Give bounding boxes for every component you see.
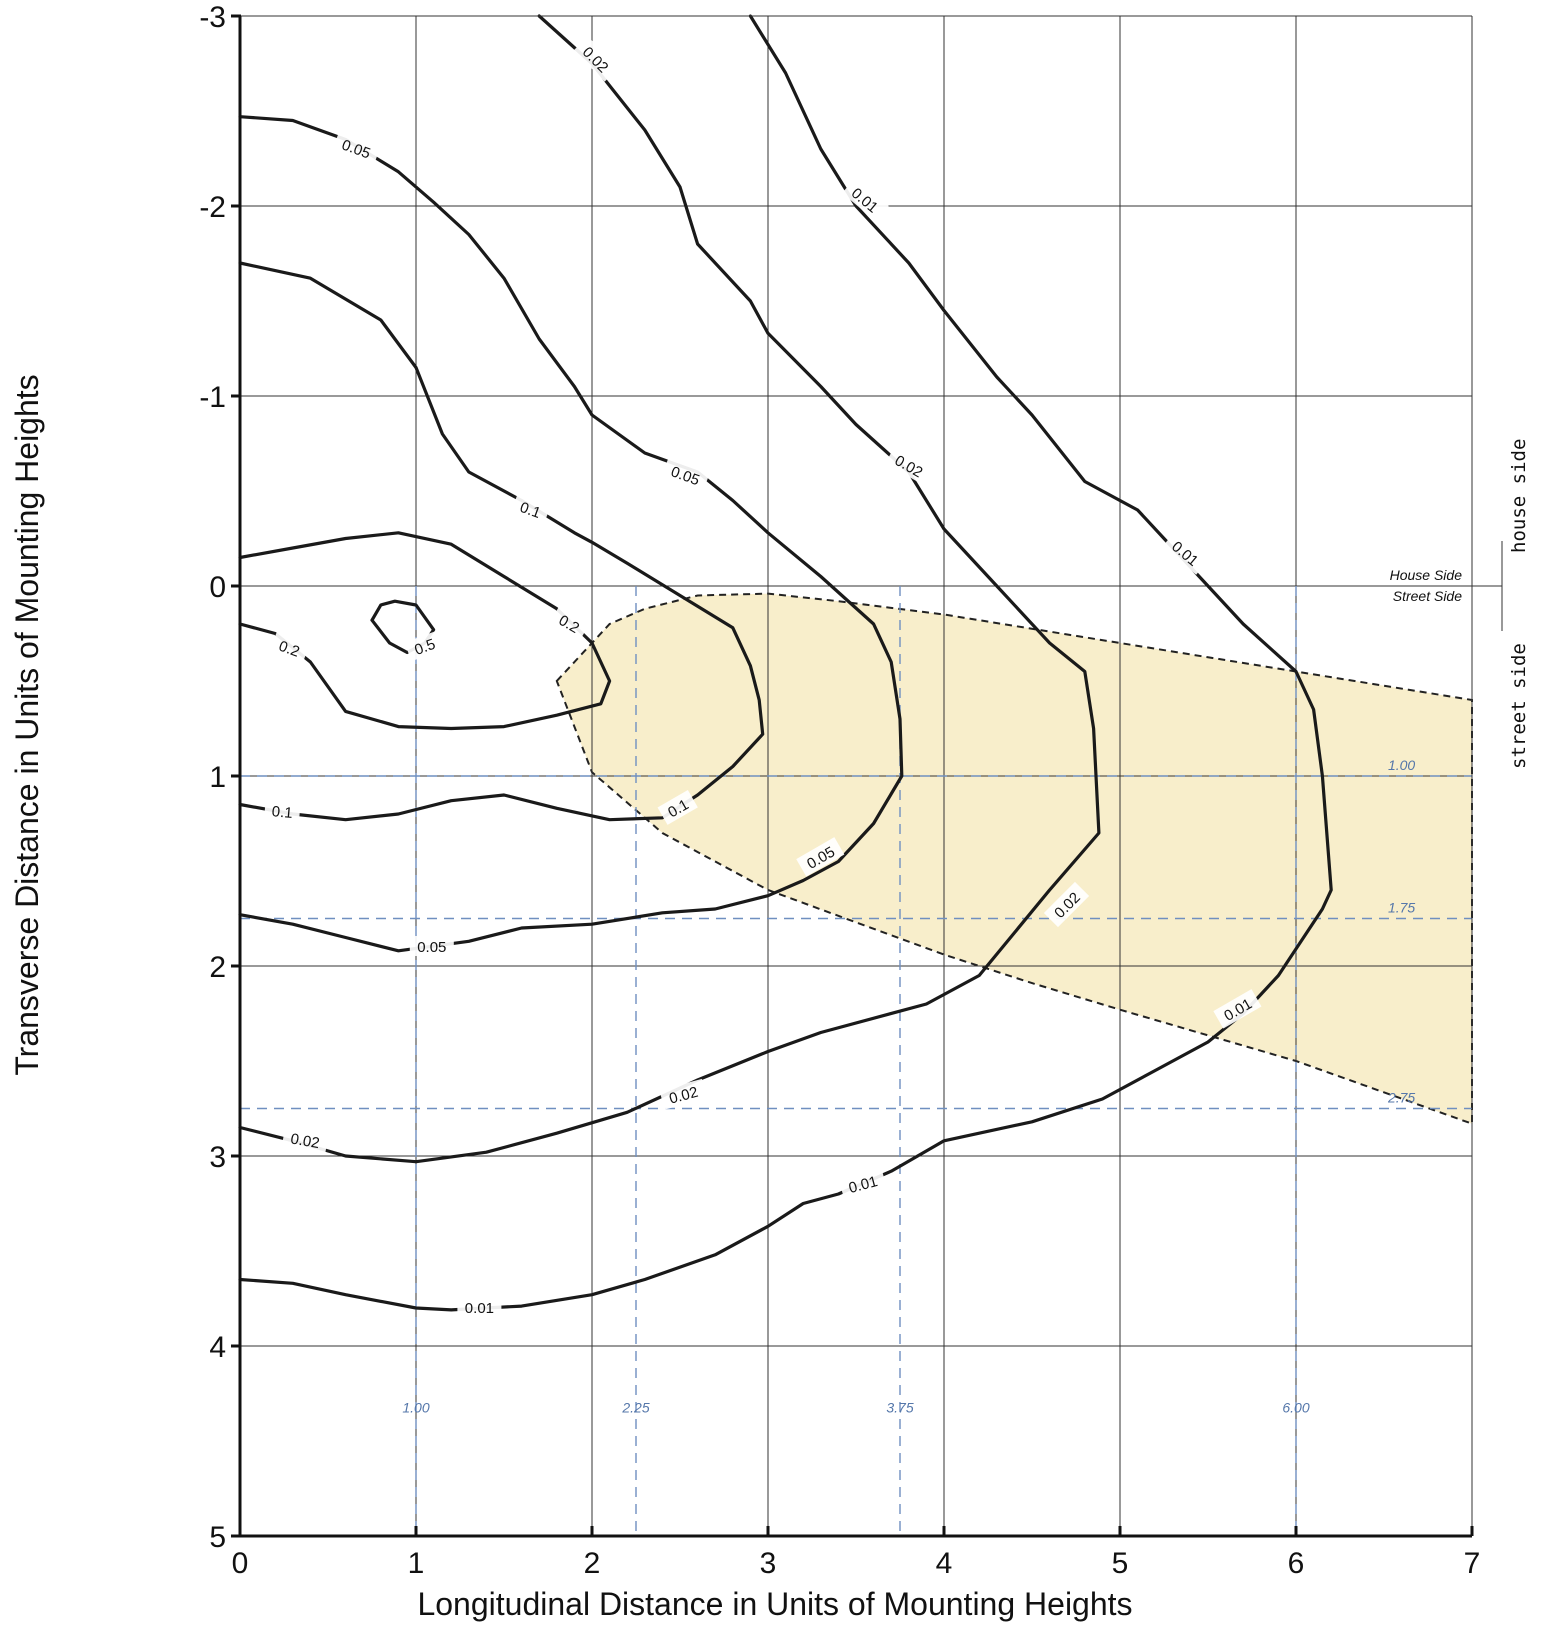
y-axis-title: Transverse Distance in Units of Mounting… xyxy=(9,374,45,1075)
contour-line xyxy=(370,599,436,655)
contour-label: 0.1 xyxy=(518,499,543,522)
contour-label: 0.05 xyxy=(339,136,372,162)
contour-label-background xyxy=(404,630,445,662)
contour-label: 0.1 xyxy=(271,803,293,822)
contour-label-background xyxy=(842,177,889,222)
y-tick-label: -3 xyxy=(199,1,226,34)
contour-label-background xyxy=(457,1297,502,1317)
contour-label-group: 0.05 xyxy=(409,936,454,956)
contour-label-group: 0.5 xyxy=(404,630,445,662)
shaded-region-layer xyxy=(555,592,1473,1126)
y-tick-label: 1 xyxy=(209,761,226,794)
x-tick-label: 1 xyxy=(408,1547,425,1580)
reference-label-vertical: 6.00 xyxy=(1282,1400,1309,1416)
contour-label-group: 0.2 xyxy=(269,632,310,664)
x-tick-label: 7 xyxy=(1464,1547,1481,1580)
contour-label-background xyxy=(269,632,310,664)
contour-label-background xyxy=(510,493,551,525)
contour-label-background xyxy=(281,1126,329,1154)
contour-label-background xyxy=(409,936,454,956)
y-tick-label: 0 xyxy=(209,571,226,604)
contour-label-background xyxy=(838,1168,887,1199)
x-axis-title: Longitudinal Distance in Units of Mounti… xyxy=(417,1586,1132,1622)
house-side-vertical-label: house side xyxy=(1508,439,1530,553)
contour-label-group: 0.02 xyxy=(281,1126,329,1154)
x-tick-label: 2 xyxy=(584,1547,601,1580)
contour-lines-layer xyxy=(238,14,1333,1312)
contour-line xyxy=(238,14,1333,1312)
house-side-label: House Side xyxy=(1390,567,1463,583)
contour-label-group: 0.01 xyxy=(1162,531,1210,575)
contour-label-background xyxy=(1043,881,1090,928)
contour-label: 0.2 xyxy=(276,638,301,661)
contour-label-group: 0.1 xyxy=(263,799,301,823)
y-tick-label: 3 xyxy=(209,1141,226,1174)
x-tick-label: 0 xyxy=(232,1547,249,1580)
contour-label: 0.05 xyxy=(417,939,446,956)
x-tick-label: 3 xyxy=(760,1547,777,1580)
y-tick-label: 4 xyxy=(209,1331,226,1364)
contour-label: 0.05 xyxy=(669,463,702,489)
contour-label: 0.01 xyxy=(847,1173,880,1197)
contour-label-group: 0.02 xyxy=(659,1078,708,1110)
contour-label-group: 0.05 xyxy=(332,131,381,165)
contour-label-background xyxy=(657,790,698,825)
contour-label: 0.02 xyxy=(289,1130,321,1152)
street-side-vertical-label: street side xyxy=(1508,643,1530,769)
reference-label-horizontal: 1.75 xyxy=(1388,900,1415,916)
y-tick-label: 5 xyxy=(209,1521,226,1554)
y-tick-label: -1 xyxy=(199,381,226,414)
street-side-label: Street Side xyxy=(1393,588,1462,604)
contour-label: 0.01 xyxy=(465,1300,494,1317)
contour-label: 0.02 xyxy=(667,1084,700,1108)
contour-label-group: 0.1 xyxy=(510,493,551,525)
contour-label-background xyxy=(885,445,934,486)
reference-label-horizontal: 2.75 xyxy=(1387,1090,1415,1106)
contour-line xyxy=(238,115,904,953)
y-tick-label: 2 xyxy=(209,951,226,984)
contour-label-background xyxy=(659,1078,708,1110)
shaded-region xyxy=(555,592,1473,1126)
contour-line xyxy=(238,531,612,731)
tick-labels-layer: 0 1 2 3 4 5 6 7 -3 -2 -1 0 1 2 3 4 5 xyxy=(199,1,1480,1580)
x-tick-label: 5 xyxy=(1112,1547,1129,1580)
contour-label-background xyxy=(661,457,710,492)
contour-label-group: 0.05 xyxy=(661,457,710,492)
reference-label-vertical: 2.25 xyxy=(621,1400,649,1416)
contour-label: 0.5 xyxy=(412,636,437,659)
contour-line xyxy=(238,14,1101,1164)
contour-label-group: 0.01 xyxy=(457,1297,502,1317)
reference-label-horizontal: 1.00 xyxy=(1388,757,1415,773)
contour-label-background xyxy=(1162,531,1210,575)
contour-label-group: 0.01 xyxy=(838,1168,887,1199)
contour-label-group: 0.02 xyxy=(573,36,619,82)
contour-label-background xyxy=(1213,989,1262,1029)
x-tick-label: 4 xyxy=(936,1547,953,1580)
contour-label-background xyxy=(796,837,845,877)
contour-label-background xyxy=(263,799,301,823)
contour-label-background xyxy=(549,605,590,641)
contour-label-background xyxy=(332,131,381,165)
contour-label-group: 0.02 xyxy=(885,445,934,486)
y-tick-label: -2 xyxy=(199,191,226,224)
contour-line xyxy=(238,261,765,822)
reference-label-vertical: 3.75 xyxy=(886,1400,913,1416)
x-tick-label: 6 xyxy=(1288,1547,1305,1580)
contour-label-background xyxy=(573,36,619,82)
reference-label-vertical: 1.00 xyxy=(402,1400,429,1416)
